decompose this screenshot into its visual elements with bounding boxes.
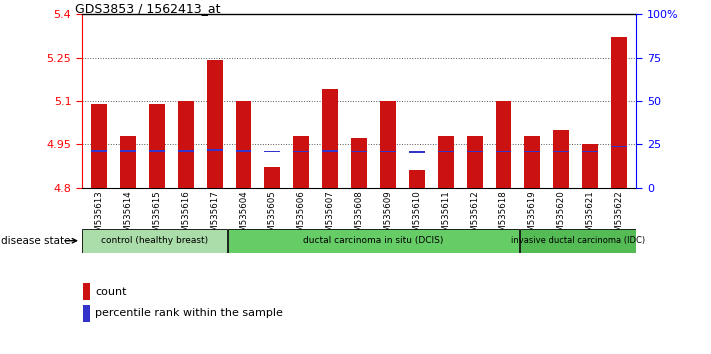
Bar: [322, 150, 338, 152]
Bar: [83, 283, 90, 300]
Bar: [466, 136, 483, 188]
Bar: [294, 150, 309, 152]
Text: invasive ductal carcinoma (IDC): invasive ductal carcinoma (IDC): [511, 236, 645, 245]
Bar: [178, 101, 193, 188]
Bar: [264, 150, 280, 152]
Text: count: count: [95, 287, 127, 297]
Bar: [294, 136, 309, 188]
Text: control (healthy breast): control (healthy breast): [101, 236, 208, 245]
Bar: [553, 150, 570, 152]
FancyBboxPatch shape: [82, 229, 227, 253]
Bar: [409, 151, 424, 153]
Bar: [83, 304, 90, 322]
Bar: [120, 136, 136, 188]
Bar: [351, 150, 367, 152]
Bar: [322, 89, 338, 188]
Bar: [525, 150, 540, 152]
Bar: [438, 136, 454, 188]
Bar: [496, 101, 511, 188]
Bar: [207, 61, 223, 188]
Bar: [178, 150, 193, 152]
Bar: [149, 150, 165, 152]
Text: percentile rank within the sample: percentile rank within the sample: [95, 308, 283, 318]
Bar: [235, 101, 252, 188]
Bar: [582, 144, 598, 188]
Bar: [466, 150, 483, 152]
FancyBboxPatch shape: [228, 229, 519, 253]
Bar: [149, 104, 165, 188]
Bar: [120, 150, 136, 152]
Text: ductal carcinoma in situ (DCIS): ductal carcinoma in situ (DCIS): [304, 236, 444, 245]
Bar: [380, 101, 396, 188]
Bar: [91, 104, 107, 188]
Bar: [438, 150, 454, 152]
Bar: [611, 146, 627, 147]
Bar: [235, 150, 252, 152]
Text: disease state: disease state: [1, 236, 71, 246]
Bar: [553, 130, 570, 188]
Bar: [264, 167, 280, 188]
Bar: [496, 150, 511, 152]
Bar: [611, 37, 627, 188]
Bar: [525, 136, 540, 188]
Bar: [380, 150, 396, 152]
Bar: [91, 150, 107, 152]
Bar: [207, 149, 223, 151]
Bar: [582, 150, 598, 152]
Text: GDS3853 / 1562413_at: GDS3853 / 1562413_at: [75, 2, 220, 15]
Bar: [351, 138, 367, 188]
Bar: [409, 170, 424, 188]
FancyBboxPatch shape: [520, 229, 636, 253]
